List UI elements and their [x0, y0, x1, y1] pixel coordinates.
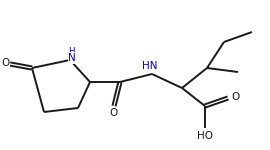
- Text: O: O: [109, 108, 117, 118]
- Text: O: O: [231, 92, 239, 102]
- Text: HO: HO: [197, 131, 213, 141]
- Text: HN: HN: [142, 61, 158, 71]
- Text: H: H: [68, 46, 74, 56]
- Text: O: O: [1, 58, 9, 68]
- Text: N: N: [68, 53, 76, 63]
